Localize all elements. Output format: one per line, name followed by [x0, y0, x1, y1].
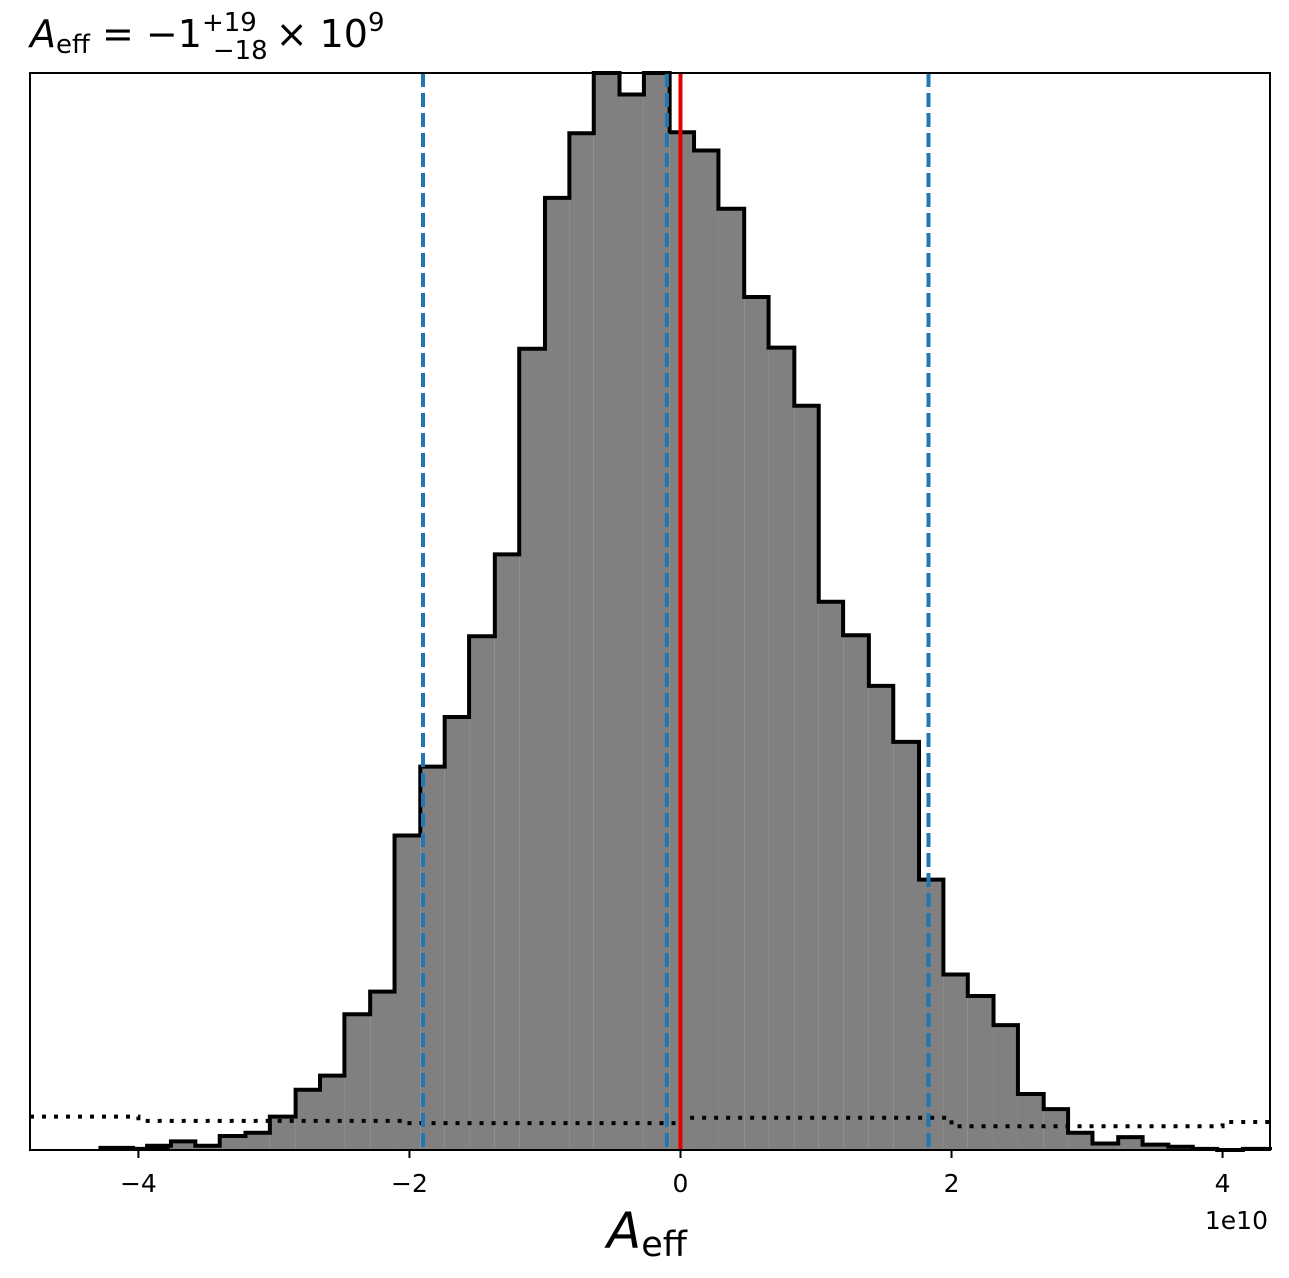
x-tick-label: 4 — [1215, 1169, 1231, 1198]
histogram-bar-23 — [643, 73, 670, 1150]
title-eq: = −1 — [90, 12, 202, 56]
x-axis-label-var: A — [604, 1202, 641, 1260]
histogram-bar-12 — [370, 991, 395, 1150]
x-axis-label: Aeff — [604, 1202, 688, 1265]
histogram-bar-43 — [1142, 1144, 1169, 1150]
histogram-bar-5 — [195, 1145, 220, 1150]
histogram-outline — [98, 71, 1272, 1152]
x-tick-label: 0 — [673, 1169, 689, 1198]
histogram-bar-26 — [718, 208, 745, 1150]
histogram-bar-28 — [768, 347, 795, 1150]
histogram-bar-16 — [469, 636, 495, 1150]
title-mult: × 10 — [276, 12, 368, 56]
histogram-bar-41 — [1092, 1143, 1119, 1150]
histogram-bar-42 — [1118, 1137, 1143, 1150]
histogram-bar-22 — [619, 94, 644, 1150]
title-sub: −18 — [213, 36, 268, 66]
histogram-bar-7 — [245, 1132, 270, 1150]
histogram-bar-10 — [320, 1075, 345, 1150]
x-axis-label-sub: eff — [641, 1225, 688, 1265]
title-exp: 9 — [368, 8, 385, 38]
histogram-bar-38 — [1017, 1093, 1044, 1150]
histogram-bar-40 — [1068, 1132, 1093, 1150]
histogram-bar-19 — [544, 197, 570, 1150]
histogram-bar-35 — [943, 974, 968, 1150]
x-tick-label: −2 — [391, 1169, 428, 1198]
histogram-bar-32 — [868, 685, 894, 1150]
histogram-bar-4 — [170, 1141, 196, 1150]
histogram-bar-29 — [794, 405, 819, 1151]
histogram-bar-31 — [843, 635, 869, 1150]
histogram-bar-30 — [818, 601, 844, 1150]
x-axis-ticks: −4 −2 0 2 4 — [120, 1150, 1231, 1198]
histogram-bar-11 — [344, 1014, 371, 1150]
histogram-bar-15 — [444, 717, 470, 1150]
histogram-bar-13 — [394, 835, 421, 1150]
histogram-bar-6 — [219, 1135, 246, 1150]
chart-title: Aeff = −1+19 −18 × 109 — [27, 8, 385, 66]
histogram-bar-39 — [1043, 1109, 1069, 1150]
histogram-bar-34 — [919, 879, 944, 1150]
title-var: A — [27, 12, 56, 56]
x-offset-label: 1e10 — [1205, 1206, 1268, 1235]
axes-frame — [29, 72, 1271, 1151]
histogram-bar-21 — [593, 73, 620, 1150]
title-sup: +19 — [202, 8, 257, 38]
histogram-bar-33 — [893, 741, 920, 1150]
histogram-bar-37 — [993, 1025, 1018, 1150]
histogram-bar-18 — [519, 348, 545, 1150]
histogram-bar-20 — [569, 133, 594, 1150]
x-tick-label: 2 — [944, 1169, 960, 1198]
histogram-bar-17 — [494, 554, 520, 1150]
histogram-bar-25 — [694, 150, 719, 1150]
histogram-bar-27 — [744, 297, 769, 1150]
title-var-sub: eff — [56, 30, 91, 60]
plot-area — [30, 71, 1272, 1152]
prior-line — [30, 1114, 1270, 1129]
x-tick-label: −4 — [120, 1169, 157, 1198]
